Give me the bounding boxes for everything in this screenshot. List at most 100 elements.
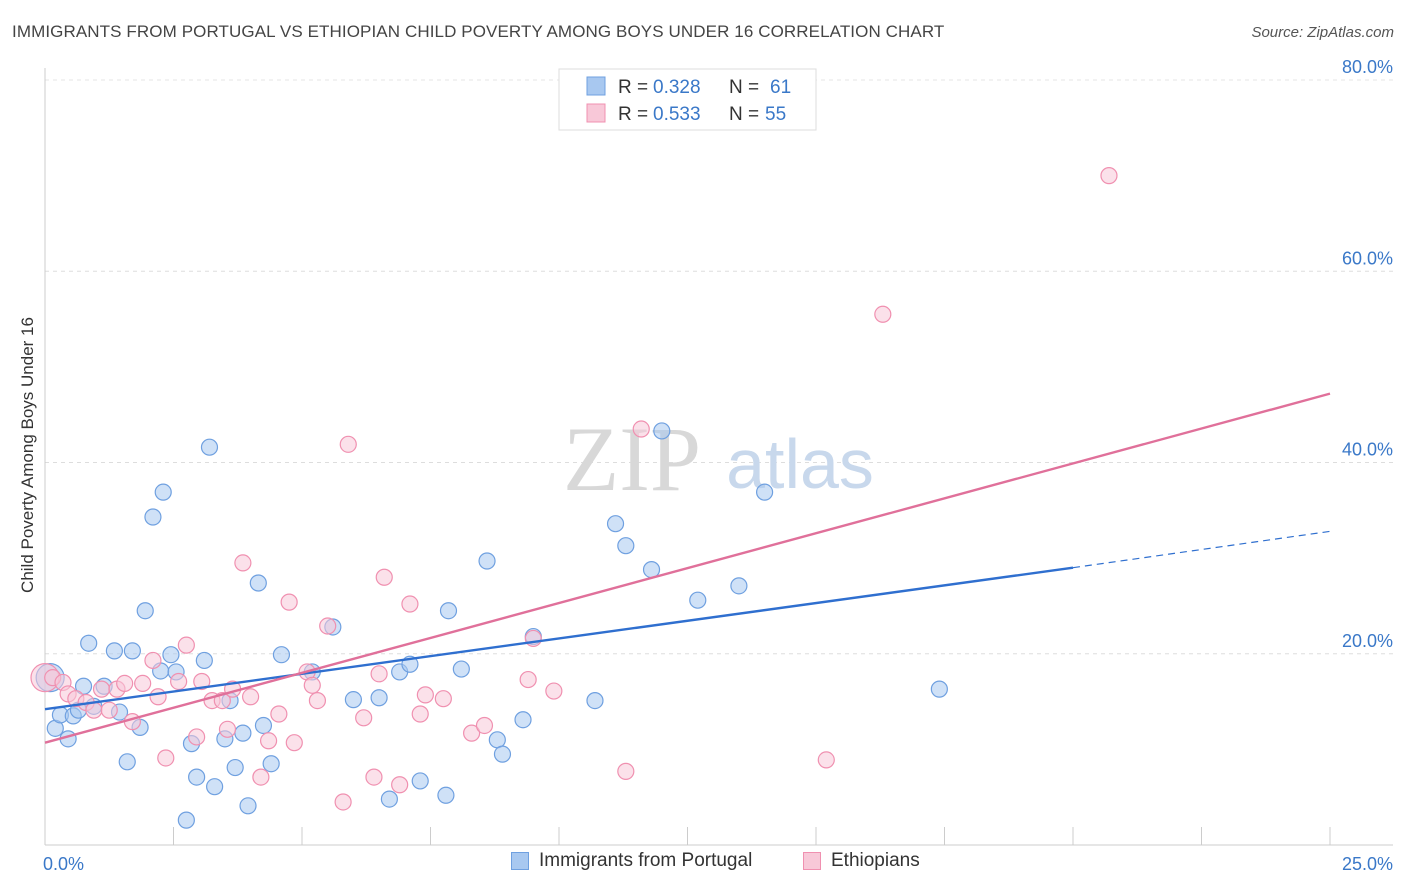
data-point [280,593,298,611]
data-point [411,772,429,790]
legend-n-value-portugal: 61 [770,77,791,98]
data-point [617,762,635,780]
watermark-atlas: atlas [726,425,874,503]
data-point [1100,167,1118,185]
data-point [144,651,162,670]
legend-item-portugal: Immigrants from Portugal [511,850,752,872]
data-point [375,568,393,586]
data-point [154,483,172,501]
data-point [149,688,167,706]
data-point [874,305,892,323]
legend-r-label-portugal: R = [618,77,648,98]
tick-labels: 20.0% 40.0% 60.0% 80.0% 0.0% 25.0% [43,57,1393,874]
data-point [689,591,707,609]
data-point [463,724,481,742]
data-point [339,435,357,453]
legend-swatch-ethiopians [586,103,606,123]
axes [44,68,1393,846]
data-point [524,629,542,648]
data-point [195,651,213,670]
data-point [606,515,625,533]
data-point [200,438,219,456]
watermark-zip: ZIP [563,408,701,510]
data-point [437,786,455,804]
data-point [365,768,383,786]
data-point [514,711,532,729]
series-portugal-points [35,422,948,829]
data-point [519,670,537,689]
x-tick-label-min: 0.0% [43,854,84,874]
data-point [452,660,470,678]
data-point [239,797,257,815]
data-point [545,682,563,700]
data-point [930,680,948,698]
data-point [262,755,280,773]
data-point [249,574,267,592]
source-credit: Source: ZipAtlas.com [1251,24,1394,41]
data-point [157,749,175,767]
x-tick-label-max: 25.0% [1342,854,1393,874]
legend-n-label-portugal: N = [729,77,759,98]
data-point [116,674,134,692]
data-point [411,705,429,723]
data-point [632,420,650,438]
chart-title: IMMIGRANTS FROM PORTUGAL VS ETHIOPIAN CH… [12,22,945,41]
data-point [100,701,118,719]
data-point [308,692,327,710]
data-point [144,508,162,526]
data-point [85,701,103,719]
data-point [370,689,388,707]
data-point [493,745,512,763]
data-point [370,665,388,683]
trend-line-portugal [44,566,1074,711]
data-point [475,716,494,735]
data-point [242,688,260,706]
legend-top: R = 0.328 N = 61 R = 0.533 N = 55 [558,68,817,131]
data-point [653,422,671,440]
data-point [234,554,252,572]
data-point [80,634,98,652]
data-point [218,720,237,738]
data-point [226,758,244,777]
y-tick-label-60: 60.0% [1342,248,1393,268]
data-point [319,617,337,635]
data-point [334,793,352,811]
data-point [270,705,288,723]
trend-line-portugal-extension [1072,530,1331,569]
trend-line-ethiopians [44,392,1331,744]
legend-bottom: Immigrants from Portugal Ethiopians [0,850,1406,880]
data-point [344,691,362,709]
legend-item-ethiopians: Ethiopians [803,850,920,872]
data-point [252,768,270,786]
legend-r-value-ethiopians: 0.533 [653,104,701,125]
data-point [434,690,452,708]
data-point [118,753,136,771]
data-point [303,676,321,694]
data-point [439,602,458,620]
watermark: ZIP atlas [563,408,874,510]
data-point [391,776,409,794]
legend-r-label-ethiopians: R = [618,104,648,125]
data-point [177,811,195,829]
data-point [206,778,224,796]
legend-bottom-label-portugal: Immigrants from Portugal [539,850,753,871]
data-point [478,552,496,570]
data-point [586,692,604,710]
data-point [380,790,398,808]
data-point [92,680,111,698]
data-point [272,646,291,664]
data-point [105,642,123,660]
legend-bottom-swatch-ethiopians [803,852,821,870]
data-point [755,483,774,501]
data-point [177,636,195,654]
data-point [817,751,835,769]
legend-swatch-portugal [586,76,606,96]
y-tick-label-80: 80.0% [1342,57,1393,77]
data-point [416,686,434,704]
data-point [234,724,252,742]
legend-n-value-ethiopians: 55 [765,104,786,125]
data-point [134,674,152,692]
y-tick-label-40: 40.0% [1342,440,1393,460]
y-tick-label-20: 20.0% [1342,631,1393,651]
